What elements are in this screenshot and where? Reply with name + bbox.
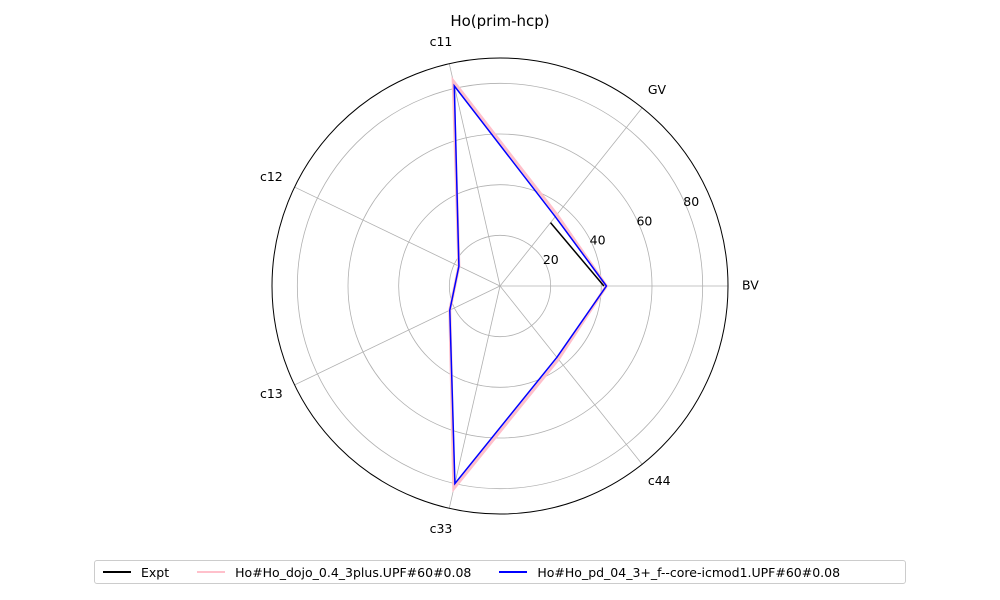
chart-title: Ho(prim-hcp) <box>450 12 550 30</box>
grid-spoke <box>294 285 501 386</box>
axis-label-c11: c11 <box>430 34 453 49</box>
radial-tick-label: 60 <box>636 213 652 228</box>
grid-spoke <box>448 63 501 287</box>
series-line-2 <box>449 83 608 486</box>
series-line-1 <box>448 76 609 493</box>
radial-tick-label: 40 <box>590 233 606 248</box>
axis-label-c13: c13 <box>260 386 283 401</box>
axis-label-gv: GV <box>648 82 667 97</box>
legend-swatch-expt <box>103 571 131 573</box>
radial-tick-label: 80 <box>683 194 699 209</box>
legend: Expt Ho#Ho_dojo_0.4_3plus.UPF#60#0.08 Ho… <box>94 560 906 584</box>
legend-swatch-dojo <box>197 571 226 573</box>
grid-spoke <box>499 285 643 465</box>
axis-label-c12: c12 <box>260 169 283 184</box>
grid-spoke <box>499 107 643 287</box>
radial-tick-label: 20 <box>543 252 559 267</box>
legend-label-expt: Expt <box>141 564 170 580</box>
series-line-0 <box>549 222 605 287</box>
legend-item-pd: Ho#Ho_pd_04_3+_f--core-icmod1.UPF#60#0.0… <box>499 565 840 580</box>
legend-item-dojo: Ho#Ho_dojo_0.4_3plus.UPF#60#0.08 <box>197 565 471 580</box>
axis-label-c44: c44 <box>648 473 671 488</box>
legend-swatch-pd <box>499 571 528 573</box>
legend-label-pd: Ho#Ho_pd_04_3+_f--core-icmod1.UPF#60#0.0… <box>537 564 841 580</box>
axis-label-c33: c33 <box>430 521 453 536</box>
legend-label-dojo: Ho#Ho_dojo_0.4_3plus.UPF#60#0.08 <box>235 564 472 580</box>
grid-spoke <box>448 285 501 509</box>
outer-frame <box>271 57 729 515</box>
grid-spoke <box>294 186 501 287</box>
legend-item-expt: Expt <box>103 565 169 580</box>
axis-label-bv: BV <box>742 278 759 293</box>
